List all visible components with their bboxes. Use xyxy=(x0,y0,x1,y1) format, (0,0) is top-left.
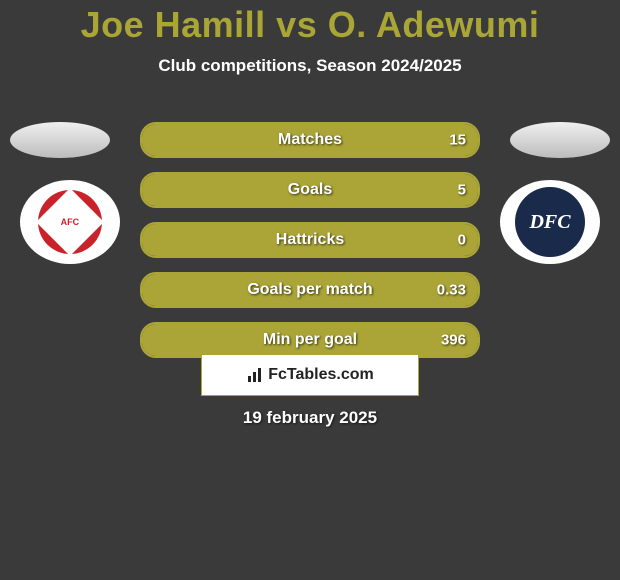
stat-value: 15 xyxy=(449,132,466,149)
infographic-container: Joe Hamill vs O. Adewumi Club competitio… xyxy=(0,0,620,580)
club-badge-right-ring: DFC xyxy=(515,187,585,257)
stat-row-hattricks: Hattricks 0 xyxy=(140,222,480,258)
stat-label: Goals per match xyxy=(247,281,372,299)
stat-row-goals-per-match: Goals per match 0.33 xyxy=(140,272,480,308)
club-badge-left: AFC xyxy=(20,180,120,264)
stat-label: Min per goal xyxy=(263,331,357,349)
club-badge-left-diamond: AFC xyxy=(36,188,104,256)
club-badge-right: DFC xyxy=(500,180,600,264)
brand-badge: FcTables.com xyxy=(201,354,419,396)
page-title: Joe Hamill vs O. Adewumi xyxy=(0,0,620,46)
player-shadow-right xyxy=(510,122,610,158)
brand-text: FcTables.com xyxy=(268,366,374,384)
stat-row-matches: Matches 15 xyxy=(140,122,480,158)
club-badge-left-label: AFC xyxy=(61,218,80,227)
club-badge-left-ring: AFC xyxy=(38,190,102,254)
player-shadow-left xyxy=(10,122,110,158)
page-subtitle: Club competitions, Season 2024/2025 xyxy=(0,56,620,76)
stat-label: Goals xyxy=(288,181,332,199)
stats-panel: Matches 15 Goals 5 Hattricks 0 Goals per… xyxy=(140,122,480,372)
stat-label: Matches xyxy=(278,131,342,149)
stat-value: 5 xyxy=(458,182,466,199)
date-label: 19 february 2025 xyxy=(0,408,620,428)
stat-value: 0 xyxy=(458,232,466,249)
stat-value: 396 xyxy=(441,332,466,349)
bar-chart-icon xyxy=(246,366,264,384)
stat-row-min-per-goal: Min per goal 396 xyxy=(140,322,480,358)
stat-label: Hattricks xyxy=(276,231,344,249)
club-badge-right-label: DFC xyxy=(529,211,570,234)
stat-row-goals: Goals 5 xyxy=(140,172,480,208)
stat-value: 0.33 xyxy=(437,282,466,299)
